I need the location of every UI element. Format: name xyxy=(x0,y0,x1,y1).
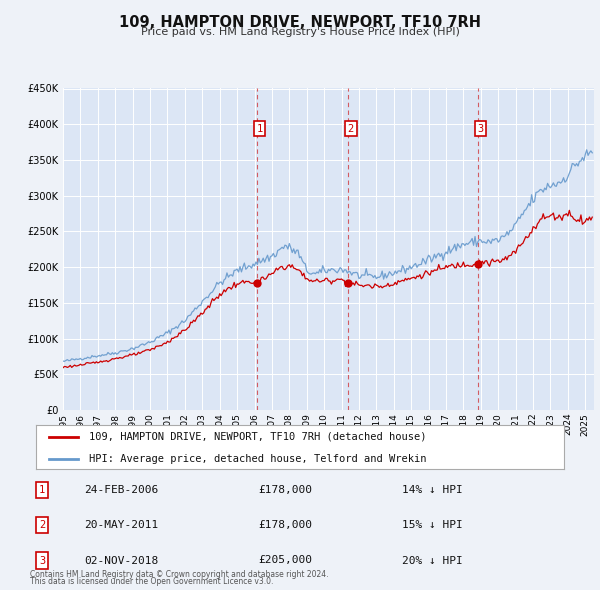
Text: This data is licensed under the Open Government Licence v3.0.: This data is licensed under the Open Gov… xyxy=(30,578,274,586)
Text: 20% ↓ HPI: 20% ↓ HPI xyxy=(402,556,463,565)
Text: £178,000: £178,000 xyxy=(258,485,312,494)
Text: £205,000: £205,000 xyxy=(258,556,312,565)
Text: 15% ↓ HPI: 15% ↓ HPI xyxy=(402,520,463,530)
Text: 2: 2 xyxy=(347,124,354,134)
Text: 109, HAMPTON DRIVE, NEWPORT, TF10 7RH: 109, HAMPTON DRIVE, NEWPORT, TF10 7RH xyxy=(119,15,481,30)
Text: 1: 1 xyxy=(256,124,263,134)
Text: 24-FEB-2006: 24-FEB-2006 xyxy=(84,485,158,494)
Text: £178,000: £178,000 xyxy=(258,520,312,530)
Text: 3: 3 xyxy=(39,556,45,565)
Text: 109, HAMPTON DRIVE, NEWPORT, TF10 7RH (detached house): 109, HAMPTON DRIVE, NEWPORT, TF10 7RH (d… xyxy=(89,432,426,442)
Text: HPI: Average price, detached house, Telford and Wrekin: HPI: Average price, detached house, Telf… xyxy=(89,454,426,464)
Text: 2: 2 xyxy=(39,520,45,530)
Text: 14% ↓ HPI: 14% ↓ HPI xyxy=(402,485,463,494)
Text: 02-NOV-2018: 02-NOV-2018 xyxy=(84,556,158,565)
Text: 1: 1 xyxy=(39,485,45,494)
Text: 20-MAY-2011: 20-MAY-2011 xyxy=(84,520,158,530)
Text: Contains HM Land Registry data © Crown copyright and database right 2024.: Contains HM Land Registry data © Crown c… xyxy=(30,571,329,579)
Text: Price paid vs. HM Land Registry's House Price Index (HPI): Price paid vs. HM Land Registry's House … xyxy=(140,27,460,37)
Text: 3: 3 xyxy=(478,124,484,134)
